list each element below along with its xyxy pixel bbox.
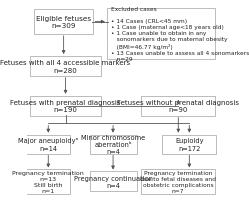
FancyBboxPatch shape <box>34 10 93 35</box>
FancyBboxPatch shape <box>26 135 70 154</box>
Text: Fetuses with all 4 accessible markers
n=280: Fetuses with all 4 accessible markers n=… <box>0 60 131 73</box>
FancyBboxPatch shape <box>162 135 216 154</box>
FancyBboxPatch shape <box>30 57 101 77</box>
Text: Euploidy
n=172: Euploidy n=172 <box>175 138 204 151</box>
FancyBboxPatch shape <box>90 171 136 191</box>
Text: Minor chromosome
aberrationᵇ
n=4: Minor chromosome aberrationᵇ n=4 <box>81 134 145 155</box>
FancyBboxPatch shape <box>90 135 136 154</box>
FancyBboxPatch shape <box>26 170 70 194</box>
FancyBboxPatch shape <box>30 96 101 116</box>
Text: Pregnancy termination
due to fetal diseases and
obstetric complications
n=7: Pregnancy termination due to fetal disea… <box>140 170 216 194</box>
Text: Pregnancy termination
n=13
Still birth
n=1: Pregnancy termination n=13 Still birth n… <box>12 170 84 194</box>
FancyBboxPatch shape <box>107 9 215 60</box>
Text: Fetuses with prenatal diagnosis
n=190: Fetuses with prenatal diagnosis n=190 <box>10 100 121 113</box>
Text: Fetuses without prenatal diagnosis
n=90: Fetuses without prenatal diagnosis n=90 <box>117 100 239 113</box>
FancyBboxPatch shape <box>141 96 215 116</box>
FancyBboxPatch shape <box>141 170 215 194</box>
Text: Excluded cases

• 14 Cases (CRL<45 mm)
• 1 Case (maternal age<18 years old)
• 1 : Excluded cases • 14 Cases (CRL<45 mm) • … <box>111 7 249 61</box>
Text: Eligible fetuses
n=309: Eligible fetuses n=309 <box>36 16 91 29</box>
Text: Major aneuploidyᵃ
n=14: Major aneuploidyᵃ n=14 <box>18 138 78 151</box>
Text: Pregnancy continuation
n=4: Pregnancy continuation n=4 <box>73 175 153 188</box>
